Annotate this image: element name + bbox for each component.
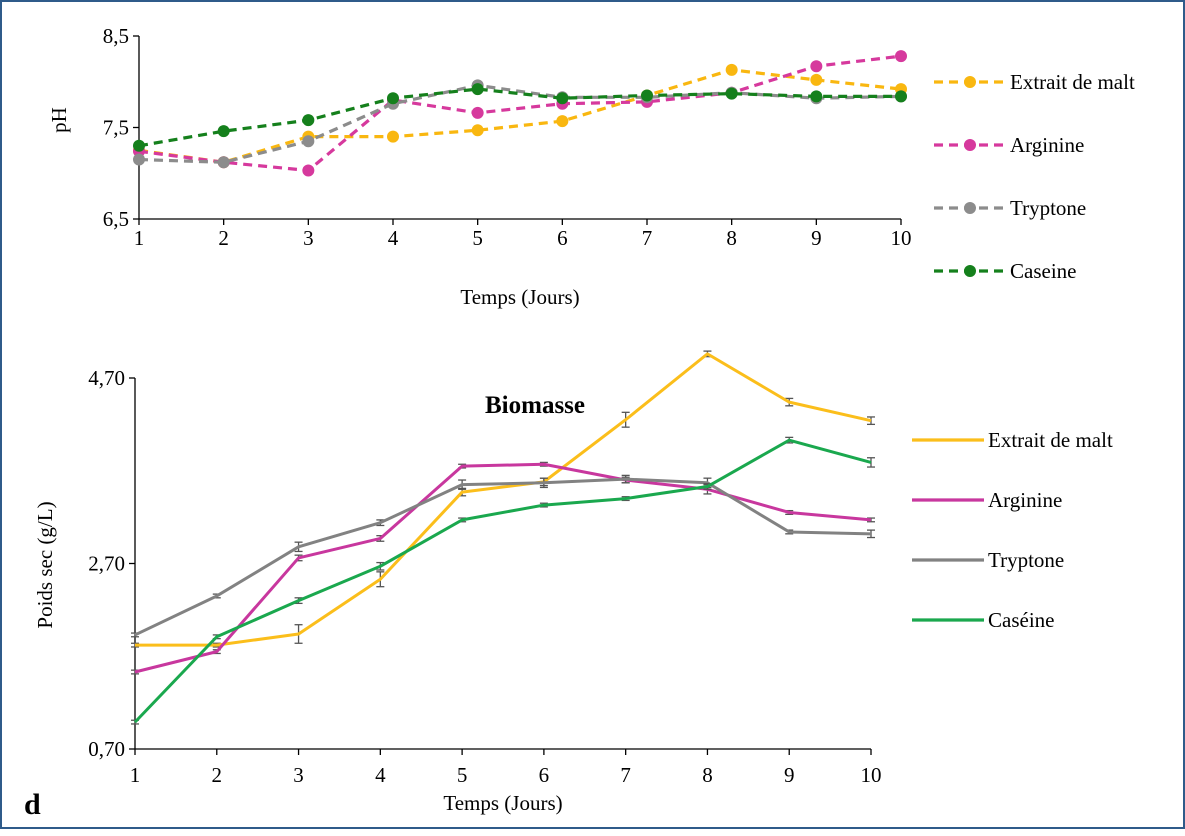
x-tick-label: 9 xyxy=(811,226,822,250)
data-point xyxy=(471,124,484,137)
series-3 xyxy=(133,79,907,169)
legend-entry: Arginine xyxy=(934,133,1084,157)
data-point xyxy=(895,90,907,103)
y-tick-label: 7,5 xyxy=(103,116,129,140)
legend-label: Extrait de malt xyxy=(1010,70,1135,94)
data-point xyxy=(556,115,569,128)
data-point xyxy=(302,135,315,148)
x-tick-label: 5 xyxy=(457,763,468,787)
data-point xyxy=(725,63,738,76)
x-tick-label: 1 xyxy=(130,763,141,787)
data-point xyxy=(133,153,145,166)
x-tick-label: 5 xyxy=(472,226,483,250)
legend-label: Caséine xyxy=(988,608,1054,632)
y-tick-label: 0,70 xyxy=(88,737,125,761)
x-tick-label: 8 xyxy=(726,226,737,250)
y-axis-title: pH xyxy=(47,107,71,133)
data-point xyxy=(895,50,907,63)
data-point xyxy=(725,87,738,100)
data-point xyxy=(471,83,484,96)
series-line xyxy=(138,54,902,173)
y-tick-label: 4,70 xyxy=(88,366,125,390)
series-line xyxy=(138,87,901,148)
series-1 xyxy=(133,63,907,169)
x-tick-label: 10 xyxy=(861,763,882,787)
data-point xyxy=(641,89,653,102)
legend-label: Arginine xyxy=(1010,133,1084,157)
legend-label: Tryptone xyxy=(988,548,1064,572)
biomass-chart: 0,70 2,70 4,70 1 2 3 4 5 6 7 8 9 10 Temps (Jours) Poid… xyxy=(33,350,1113,815)
data-point xyxy=(217,156,230,169)
legend-entry: Extrait de malt xyxy=(912,428,1113,452)
x-tick-label: 2 xyxy=(212,763,223,787)
series-4 xyxy=(133,83,907,152)
x-tick-label: 3 xyxy=(303,226,314,250)
x-tick-label: 7 xyxy=(620,763,631,787)
legend-label: Extrait de malt xyxy=(988,428,1113,452)
x-tick-label: 6 xyxy=(557,226,568,250)
x-tick-label: 6 xyxy=(539,763,550,787)
y-axis-title: Poids sec (g/L) xyxy=(33,501,57,628)
x-tick-label: 7 xyxy=(642,226,653,250)
data-point xyxy=(810,90,823,103)
panel-label: d xyxy=(24,788,41,821)
x-tick-label: 4 xyxy=(375,763,386,787)
legend-swatch-marker xyxy=(964,202,976,214)
data-point xyxy=(387,130,399,143)
series-4 xyxy=(131,436,875,725)
series-line xyxy=(134,462,872,674)
series-line xyxy=(138,83,902,164)
data-point xyxy=(471,106,484,119)
x-tick-label: 9 xyxy=(784,763,795,787)
x-tick-label: 4 xyxy=(388,226,399,250)
chart-title: Biomasse xyxy=(485,392,585,419)
series-3 xyxy=(131,474,875,638)
data-point xyxy=(302,164,315,177)
y-tick-label: 8,5 xyxy=(103,24,129,48)
series-line xyxy=(138,68,902,164)
data-point xyxy=(556,92,569,105)
legend-swatch-marker xyxy=(964,76,976,88)
legend-label: Caseine xyxy=(1010,259,1076,283)
x-tick-label: 2 xyxy=(218,226,229,250)
legend-entry: Arginine xyxy=(912,488,1062,512)
legend-entry: Tryptone xyxy=(912,548,1064,572)
legend-label: Tryptone xyxy=(1010,196,1086,220)
series-line xyxy=(133,438,872,724)
data-point xyxy=(387,92,399,105)
series-line xyxy=(135,352,872,647)
series-line xyxy=(134,477,872,637)
legend-entry: Extrait de malt xyxy=(934,70,1135,94)
data-point xyxy=(302,114,315,127)
x-axis-title: Temps (Jours) xyxy=(460,285,579,309)
legend-entry: Caséine xyxy=(912,608,1054,632)
legend-swatch-marker xyxy=(964,265,976,277)
x-axis-title: Temps (Jours) xyxy=(443,791,562,815)
y-tick-label: 2,70 xyxy=(88,552,125,576)
data-point xyxy=(810,73,823,86)
ph-chart: 6,5 7,5 8,5 1 2 3 4 5 6 7 8 9 10 Temps (Jours) pH Extra… xyxy=(47,24,1135,309)
x-tick-label: 3 xyxy=(293,763,304,787)
legend-swatch-marker xyxy=(964,139,976,151)
x-tick-label: 1 xyxy=(134,226,145,250)
x-tick-label: 8 xyxy=(702,763,713,787)
data-point xyxy=(133,139,145,152)
data-point xyxy=(217,125,230,138)
legend-entry: Tryptone xyxy=(934,196,1086,220)
legend-label: Arginine xyxy=(988,488,1062,512)
legend-entry: Caseine xyxy=(934,259,1076,283)
x-tick-label: 10 xyxy=(891,226,912,250)
data-point xyxy=(810,60,823,73)
y-tick-label: 6,5 xyxy=(103,207,129,231)
